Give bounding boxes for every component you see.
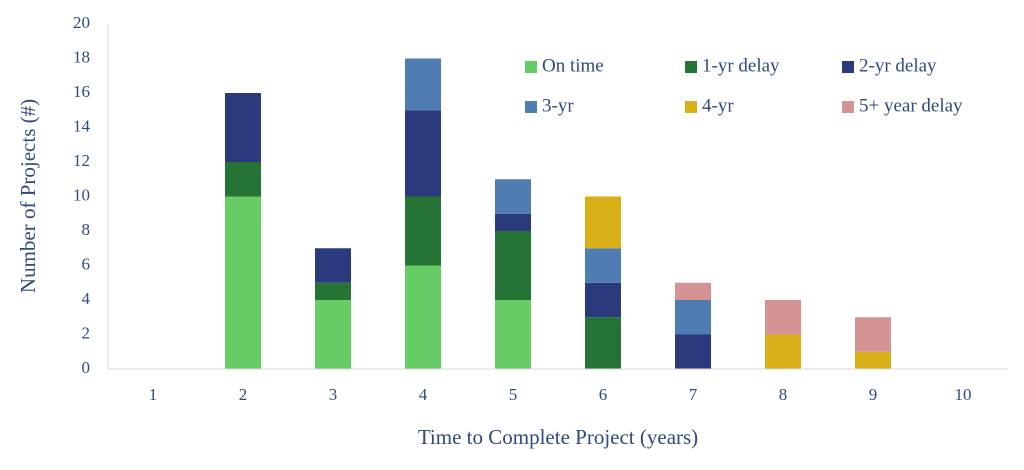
y-tick-label: 2 bbox=[82, 323, 91, 342]
bar-segment bbox=[495, 231, 531, 300]
legend-label: On time bbox=[542, 55, 604, 76]
bar-segment bbox=[585, 248, 621, 283]
bar-segment bbox=[675, 282, 711, 300]
bar-segment bbox=[585, 196, 621, 249]
legend-label: 3-yr bbox=[542, 95, 574, 116]
x-tick-label: 4 bbox=[419, 385, 428, 404]
y-axis-title: Number of Projects (#) bbox=[16, 99, 40, 293]
bar-segment bbox=[225, 162, 261, 197]
x-tick-label: 7 bbox=[689, 385, 698, 404]
y-tick-label: 12 bbox=[73, 151, 90, 170]
y-tick-label: 8 bbox=[82, 220, 91, 239]
legend-swatch bbox=[842, 61, 854, 73]
bar-segment bbox=[315, 248, 351, 283]
bar-segment bbox=[225, 93, 261, 162]
x-tick-label: 9 bbox=[869, 385, 878, 404]
y-tick-label: 10 bbox=[73, 185, 90, 204]
x-tick-label: 6 bbox=[599, 385, 608, 404]
legend-swatch bbox=[685, 101, 697, 113]
y-tick-label: 16 bbox=[73, 82, 90, 101]
bar-segment bbox=[225, 196, 261, 369]
bar-segment bbox=[855, 351, 891, 369]
bar-segment bbox=[495, 179, 531, 214]
legend-swatch bbox=[525, 61, 537, 73]
bar-segment bbox=[495, 213, 531, 231]
legend-label: 2-yr delay bbox=[859, 55, 937, 76]
bar-segment bbox=[765, 300, 801, 335]
bar-segment bbox=[675, 300, 711, 335]
y-tick-label: 6 bbox=[82, 254, 91, 273]
legend-swatch bbox=[525, 101, 537, 113]
legend-label: 4-yr bbox=[702, 95, 734, 116]
x-axis-title: Time to Complete Project (years) bbox=[418, 425, 698, 449]
bar-segment bbox=[855, 317, 891, 352]
bar-segment bbox=[315, 300, 351, 369]
legend-swatch bbox=[685, 61, 697, 73]
y-tick-label: 4 bbox=[82, 289, 91, 308]
x-tick-label: 5 bbox=[509, 385, 518, 404]
bar-segment bbox=[405, 58, 441, 111]
y-tick-label: 18 bbox=[73, 47, 90, 66]
x-tick-label: 2 bbox=[239, 385, 248, 404]
bar-segment bbox=[585, 317, 621, 369]
x-tick-label: 8 bbox=[779, 385, 788, 404]
bar-segment bbox=[405, 265, 441, 369]
bar-segment bbox=[405, 196, 441, 266]
x-tick-label: 1 bbox=[149, 385, 158, 404]
legend-label: 1-yr delay bbox=[702, 55, 780, 76]
legend-swatch bbox=[842, 101, 854, 113]
bar-segment bbox=[675, 334, 711, 369]
x-tick-label: 3 bbox=[329, 385, 338, 404]
y-tick-label: 14 bbox=[73, 116, 91, 135]
bar-segment bbox=[405, 110, 441, 197]
x-tick-label: 10 bbox=[955, 385, 972, 404]
bar-segment bbox=[765, 334, 801, 369]
bar-segment bbox=[315, 282, 351, 300]
y-tick-label: 0 bbox=[82, 358, 91, 377]
legend-label: 5+ year delay bbox=[859, 95, 963, 116]
legend-box bbox=[512, 44, 990, 130]
bar-segment bbox=[495, 300, 531, 369]
y-tick-label: 20 bbox=[73, 13, 90, 32]
bar-segment bbox=[585, 282, 621, 318]
